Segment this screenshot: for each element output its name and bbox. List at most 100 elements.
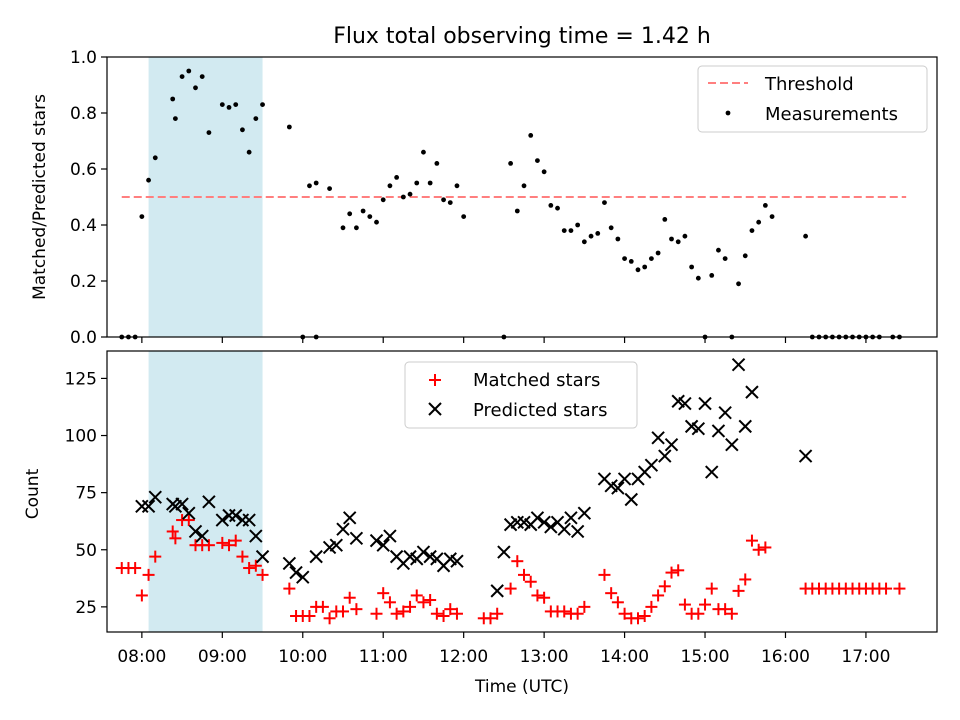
predicted-star-point xyxy=(329,538,343,552)
predicted-star-point xyxy=(718,405,732,420)
matched-star-point xyxy=(283,582,296,595)
count-highlight-band xyxy=(148,351,263,632)
predicted-star-point xyxy=(651,431,665,445)
matched-star-point xyxy=(377,587,390,600)
matched-star-point xyxy=(672,564,685,577)
matched-star-point xyxy=(223,539,236,552)
predicted-star-point xyxy=(678,396,692,411)
predicted-star-point xyxy=(195,529,209,543)
matched-star-point xyxy=(149,550,162,563)
measurement-point xyxy=(139,214,145,220)
matched-star-point xyxy=(430,607,443,620)
matched-legend-label: Matched stars xyxy=(473,370,600,391)
matched-star-point xyxy=(752,543,765,556)
count-y-tick-label: 25 xyxy=(75,598,97,618)
measurement-point xyxy=(179,74,185,79)
measurement-point xyxy=(307,183,312,189)
ratio-y-label: Matched/Predicted stars xyxy=(30,94,50,300)
matched-star-point xyxy=(135,589,148,602)
chart-title: Flux total observing time = 1.42 h xyxy=(333,24,711,49)
matched-star-point xyxy=(343,591,356,604)
ratio-legend-box xyxy=(697,65,928,133)
count-y-tick-label: 100 xyxy=(65,427,97,447)
measurement-point xyxy=(568,228,574,234)
matched-star-point xyxy=(705,582,718,595)
measurement-point xyxy=(722,256,728,261)
measurement-point xyxy=(581,239,587,245)
matched-star-point xyxy=(256,568,269,581)
matched-star-point xyxy=(397,605,410,618)
predicted-star-point xyxy=(249,529,263,543)
matched-star-point xyxy=(511,555,524,568)
measurement-point xyxy=(622,256,627,261)
matched-star-point xyxy=(893,582,906,595)
matched-star-point xyxy=(880,582,893,595)
matched-stars-points xyxy=(115,514,906,625)
measurement-point xyxy=(608,225,614,231)
predicted-star-point xyxy=(731,358,746,372)
x-tick-label: 17:00 xyxy=(841,647,890,667)
measurement-point xyxy=(454,183,460,189)
predicted-star-point xyxy=(376,538,390,552)
matched-star-point xyxy=(531,589,544,602)
predicted-star-point xyxy=(798,449,813,463)
ratio-x-ticks xyxy=(141,337,867,343)
measurement-point xyxy=(199,74,205,79)
matched-star-point xyxy=(129,562,142,575)
measurement-point xyxy=(662,217,668,222)
measurement-point xyxy=(762,203,768,208)
count-y-tick-label: 75 xyxy=(75,484,97,504)
matched-star-point xyxy=(450,607,463,620)
predicted-legend-label: Predicted stars xyxy=(473,400,607,421)
matched-star-point xyxy=(645,600,658,613)
predicted-star-point xyxy=(544,520,558,534)
measurement-point xyxy=(602,200,607,206)
matched-star-point xyxy=(692,607,705,620)
predicted-star-point xyxy=(242,513,256,527)
measurement-point xyxy=(407,191,413,197)
predicted-star-point xyxy=(725,437,739,452)
ratio-y-tick-label: 0.6 xyxy=(70,160,97,180)
predicted-legend-swatch xyxy=(428,402,442,416)
measurement-point xyxy=(246,149,252,155)
measurement-point xyxy=(655,250,661,256)
matched-star-point xyxy=(216,536,229,549)
measurement-point xyxy=(803,233,808,239)
matched-star-point xyxy=(571,607,584,620)
measurement-point xyxy=(628,259,634,264)
predicted-star-point xyxy=(745,385,759,399)
predicted-star-point xyxy=(309,549,323,564)
measurement-point xyxy=(756,219,762,225)
measurement-point xyxy=(414,180,420,186)
matched-star-point xyxy=(504,582,517,595)
predicted-star-point xyxy=(705,465,719,479)
measurement-point xyxy=(521,183,527,189)
matched-star-point xyxy=(725,607,738,620)
measurement-point xyxy=(595,231,601,236)
threshold-legend-label: Threshold xyxy=(764,74,854,95)
matched-star-point xyxy=(404,600,417,613)
predicted-star-point xyxy=(336,522,350,536)
count-legend: Matched stars Predicted stars xyxy=(404,361,638,429)
matched-star-point xyxy=(169,532,182,545)
measurement-point xyxy=(742,253,748,259)
predicted-stars-points xyxy=(135,358,813,598)
matched-star-point xyxy=(652,589,665,602)
measurement-point xyxy=(434,161,440,166)
ratio-legend: Threshold Measurements xyxy=(697,65,928,133)
measurement-point xyxy=(253,116,259,121)
matched-star-point xyxy=(417,596,430,609)
measurement-point xyxy=(615,236,621,242)
ratio-y-tick-label: 0.2 xyxy=(70,272,97,292)
predicted-star-point xyxy=(255,549,270,564)
predicted-star-point xyxy=(215,513,230,527)
matched-star-point xyxy=(437,610,450,623)
ratio-y-tick-label: 0.8 xyxy=(70,104,97,124)
measurement-point xyxy=(736,281,741,287)
measurement-point xyxy=(387,183,393,189)
predicted-star-point xyxy=(624,492,638,507)
x-tick-label: 12:00 xyxy=(439,647,488,667)
count-axes-frame xyxy=(106,350,938,633)
measurement-point xyxy=(514,208,520,214)
matched-star-point xyxy=(558,605,571,618)
